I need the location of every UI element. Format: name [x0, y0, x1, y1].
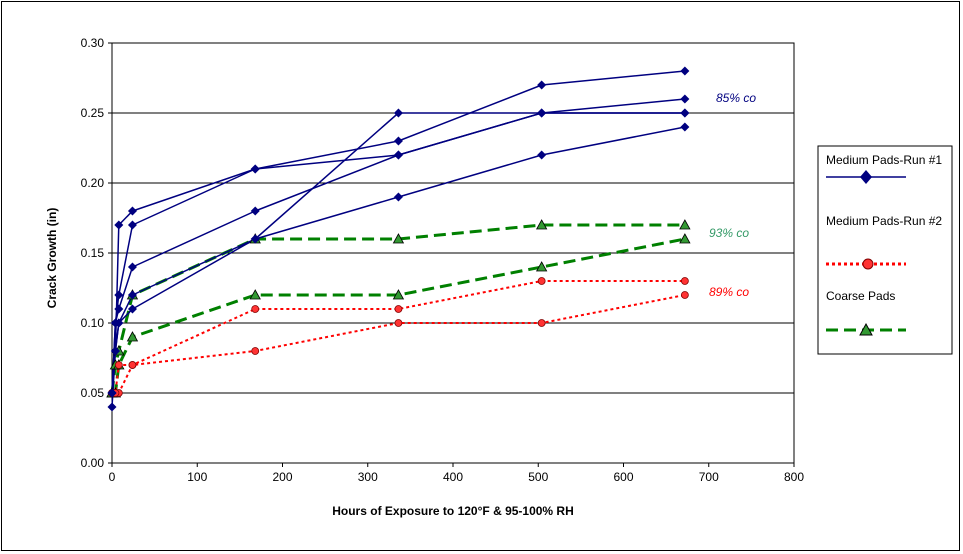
y-tick-label: 0.25: [81, 106, 105, 120]
annotation-85-co: 85% co: [716, 91, 756, 105]
x-tick-label: 100: [187, 470, 207, 484]
x-axis-title: Hours of Exposure to 120°F & 95-100% RH: [332, 504, 574, 518]
data-point-diamond: [680, 108, 690, 118]
data-point-triangle: [679, 219, 691, 230]
annotation-89-co: 89% co: [709, 285, 749, 299]
data-point-diamond: [393, 192, 403, 202]
data-point-circle: [251, 305, 260, 313]
data-point-circle: [114, 361, 123, 369]
data-point-triangle: [535, 261, 548, 272]
x-tick-label: 800: [784, 470, 804, 484]
data-point-triangle: [392, 233, 405, 244]
data-point-diamond: [680, 94, 690, 104]
data-point-circle: [394, 319, 403, 327]
x-tick-label: 300: [358, 470, 378, 484]
legend-label-medium-pads-run-2: Medium Pads-Run #2: [826, 214, 942, 228]
y-tick-label: 0.20: [81, 176, 105, 190]
data-point-circle: [680, 291, 689, 299]
series-line: [111, 126, 686, 394]
data-point-circle: [251, 347, 260, 355]
data-point-diamond: [107, 388, 117, 398]
x-tick-label: 200: [272, 470, 292, 484]
data-point-diamond: [680, 66, 690, 76]
data-point-diamond: [110, 346, 120, 356]
data-point-diamond: [250, 234, 260, 244]
data-point-triangle: [126, 331, 139, 342]
legend-marker-diamond-icon: [860, 170, 872, 184]
y-tick-label: 0.10: [81, 316, 105, 330]
y-axis-title: Crack Growth (in): [45, 208, 59, 309]
legend-label-medium-pads-run-1: Medium Pads-Run #1: [826, 153, 942, 167]
x-tick-label: 600: [613, 470, 633, 484]
x-tick-label: 0: [109, 470, 116, 484]
y-tick-label: 0.05: [81, 386, 105, 400]
data-point-diamond: [393, 150, 403, 160]
data-point-diamond: [127, 304, 137, 314]
data-point-diamond: [537, 80, 547, 90]
legend: Medium Pads-Run #1 Medium Pads-Run #2 Co…: [817, 145, 953, 355]
data-point-diamond: [114, 318, 124, 328]
legend-label-coarse-pads: Coarse Pads: [826, 289, 895, 303]
data-point-diamond: [107, 402, 117, 412]
data-point-diamond: [114, 220, 124, 230]
data-point-diamond: [250, 206, 260, 216]
data-point-diamond: [680, 122, 690, 132]
data-point-circle: [680, 277, 689, 285]
data-point-diamond: [393, 136, 403, 146]
data-point-triangle: [679, 233, 691, 244]
data-point-diamond: [114, 290, 124, 300]
x-tick-label: 400: [443, 470, 463, 484]
legend-box: [817, 145, 953, 355]
data-point-triangle: [249, 289, 261, 300]
x-tick-label: 500: [528, 470, 548, 484]
data-point-diamond: [537, 150, 547, 160]
data-point-circle: [128, 361, 137, 369]
data-point-triangle: [535, 219, 548, 230]
data-point-diamond: [127, 220, 137, 230]
legend-marker-triangle-icon: [859, 322, 873, 336]
y-tick-label: 0.30: [81, 36, 105, 50]
data-point-diamond: [114, 304, 124, 314]
y-tick-label: 0.15: [81, 246, 105, 260]
legend-marker-circle-icon: [862, 258, 874, 270]
data-point-diamond: [127, 290, 137, 300]
data-point-diamond: [127, 206, 137, 216]
axes: 0.00 0.05 0.10 0.15 0.20 0.25 0.30 0 100 200 300 40…: [81, 36, 805, 484]
x-tick-label: 700: [699, 470, 719, 484]
data-point-diamond: [393, 108, 403, 118]
y-tick-label: 0.00: [81, 456, 105, 470]
data-point-diamond: [537, 108, 547, 118]
data-point-diamond: [250, 164, 260, 174]
series-markers: [106, 66, 691, 412]
data-point-circle: [394, 305, 403, 313]
data-point-circle: [537, 277, 546, 285]
annotation-93-co: 93% co: [709, 226, 749, 240]
data-point-triangle: [392, 289, 405, 300]
data-point-diamond: [127, 262, 137, 272]
data-point-circle: [537, 319, 546, 327]
